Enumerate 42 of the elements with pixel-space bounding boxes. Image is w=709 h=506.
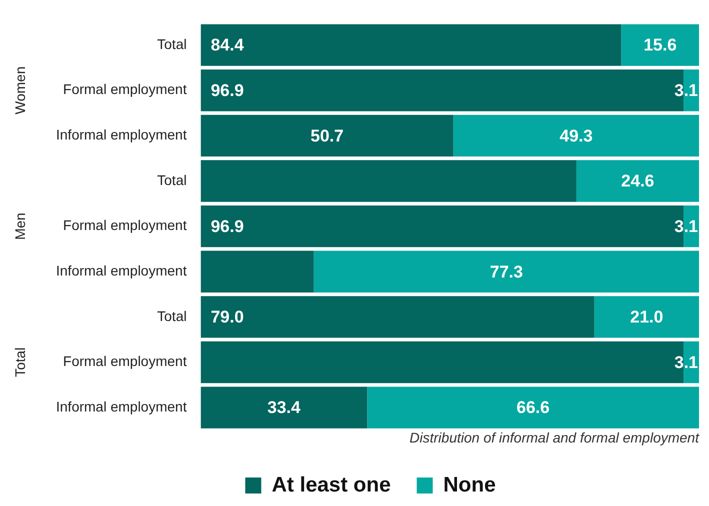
legend-label: None — [443, 473, 496, 496]
bar — [200, 114, 454, 157]
data-label: 33.4 — [267, 398, 302, 418]
text: Women — [12, 66, 28, 114]
bar — [200, 296, 594, 338]
y-tick-label: Informal employment — [56, 126, 187, 143]
x-axis-title: Distribution of informal and formal employment — [410, 429, 700, 446]
data-label: 24.6 — [621, 172, 654, 191]
data-label: 96.9 — [210, 81, 244, 100]
bar — [594, 296, 699, 338]
data-label: 3.1 — [674, 81, 698, 100]
data-label: 3.1 — [674, 216, 698, 236]
bar — [200, 250, 314, 292]
legend-label: At least one — [272, 473, 391, 496]
bar — [314, 250, 699, 292]
data-label: 15.6 — [644, 36, 677, 55]
y-tick-label: Formal employment — [63, 217, 187, 234]
bar — [200, 24, 622, 66]
data-label: 84.4 — [210, 36, 244, 55]
y-tick-label: Total — [157, 172, 187, 188]
data-label: 49.3 — [560, 126, 593, 146]
y-tick-label: Total — [157, 36, 187, 52]
bar — [200, 386, 368, 428]
data-label: 50.7 — [310, 126, 344, 146]
y-tick-label: Formal employment — [63, 81, 187, 98]
bar — [621, 24, 699, 66]
bar — [576, 160, 699, 202]
y-tick-label: Total — [157, 308, 187, 324]
bar — [200, 160, 576, 202]
y-tick-label: Informal employment — [56, 398, 187, 414]
data-label: 66.6 — [516, 398, 550, 418]
bar — [367, 386, 699, 428]
y-tick-label: Informal employment — [56, 262, 187, 278]
data-label: 77.3 — [490, 262, 523, 282]
text: Total — [12, 347, 28, 378]
text: Men — [12, 212, 28, 240]
data-label: 21.0 — [630, 308, 664, 327]
data-label: 96.9 — [210, 216, 244, 236]
data-label: 79.0 — [210, 308, 244, 327]
y-tick-label: Formal employment — [63, 353, 187, 370]
bar — [453, 114, 699, 157]
data-label: 3.1 — [674, 352, 698, 372]
